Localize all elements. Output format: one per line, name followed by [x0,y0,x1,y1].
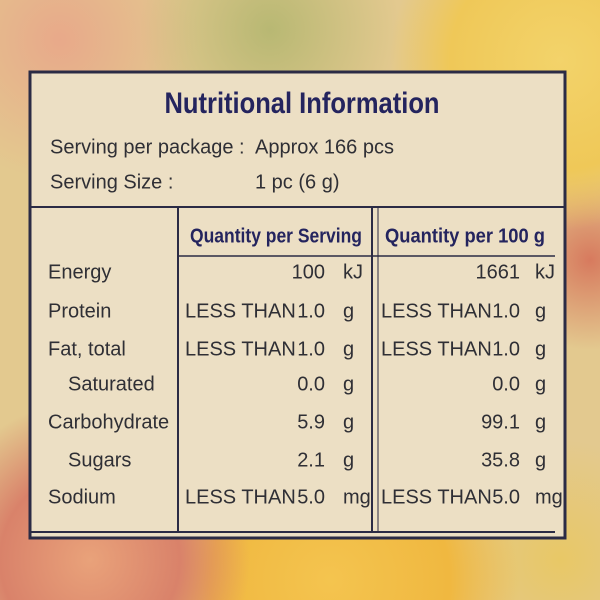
nutrient-name: Saturated [68,373,155,395]
unit: g [535,411,546,433]
amount: 0.0 [492,373,520,395]
nutrient-name: Sodium [48,486,116,508]
nutrient-name: Energy [48,261,111,283]
serving-label: Serving per package : [50,136,245,158]
amount: 5.9 [297,411,325,433]
unit: g [535,373,546,395]
qualifier: LESS THAN [185,300,296,322]
qualifier: LESS THAN [185,486,296,508]
column-header: Quantity per 100 g [385,225,545,247]
amount: 1661 [476,261,521,283]
serving-label: Serving Size : [50,171,173,193]
amount: 1.0 [492,338,520,360]
qualifier: LESS THAN [381,486,492,508]
column-header: Quantity per Serving [190,225,362,247]
unit: g [343,338,354,360]
amount: 100 [292,261,325,283]
unit: g [343,449,354,471]
unit: g [343,373,354,395]
nutrient-name: Carbohydrate [48,411,169,433]
qualifier: LESS THAN [381,338,492,360]
unit: g [343,411,354,433]
serving-value: Approx 166 pcs [255,136,394,158]
unit: kJ [535,261,555,283]
amount: 1.0 [492,300,520,322]
amount: 5.0 [297,486,325,508]
amount: 2.1 [297,449,325,471]
unit: g [535,338,546,360]
nutrient-name: Protein [48,300,111,322]
amount: 5.0 [492,486,520,508]
nutrient-name: Sugars [68,449,131,471]
unit: kJ [343,261,363,283]
label-panel [28,70,567,540]
nutrient-name: Fat, total [48,338,126,360]
serving-value: 1 pc (6 g) [255,171,339,193]
qualifier: LESS THAN [185,338,296,360]
title: Nutritional Information [165,87,440,120]
amount: 0.0 [297,373,325,395]
amount: 1.0 [297,300,325,322]
unit: mg [535,486,563,508]
amount: 99.1 [481,411,520,433]
amount: 35.8 [481,449,520,471]
amount: 1.0 [297,338,325,360]
qualifier: LESS THAN [381,300,492,322]
unit: g [343,300,354,322]
unit: mg [343,486,371,508]
unit: g [535,300,546,322]
unit: g [535,449,546,471]
